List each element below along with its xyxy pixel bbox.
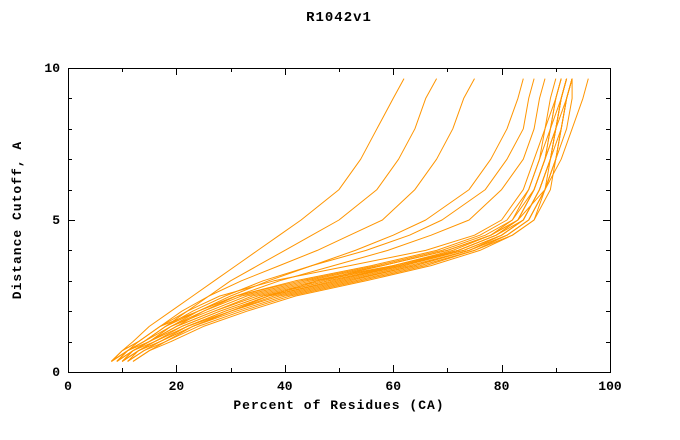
- svg-text:80: 80: [494, 379, 510, 394]
- svg-text:0: 0: [64, 379, 72, 394]
- svg-text:40: 40: [277, 379, 293, 394]
- svg-text:100: 100: [598, 379, 622, 394]
- svg-text:20: 20: [169, 379, 185, 394]
- svg-text:10: 10: [44, 61, 60, 76]
- svg-text:5: 5: [52, 213, 60, 228]
- chart-title: R1042v1: [306, 10, 372, 26]
- svg-text:60: 60: [385, 379, 401, 394]
- svg-text:0: 0: [52, 365, 60, 380]
- x-axis-label: Percent of Residues (CA): [233, 398, 445, 413]
